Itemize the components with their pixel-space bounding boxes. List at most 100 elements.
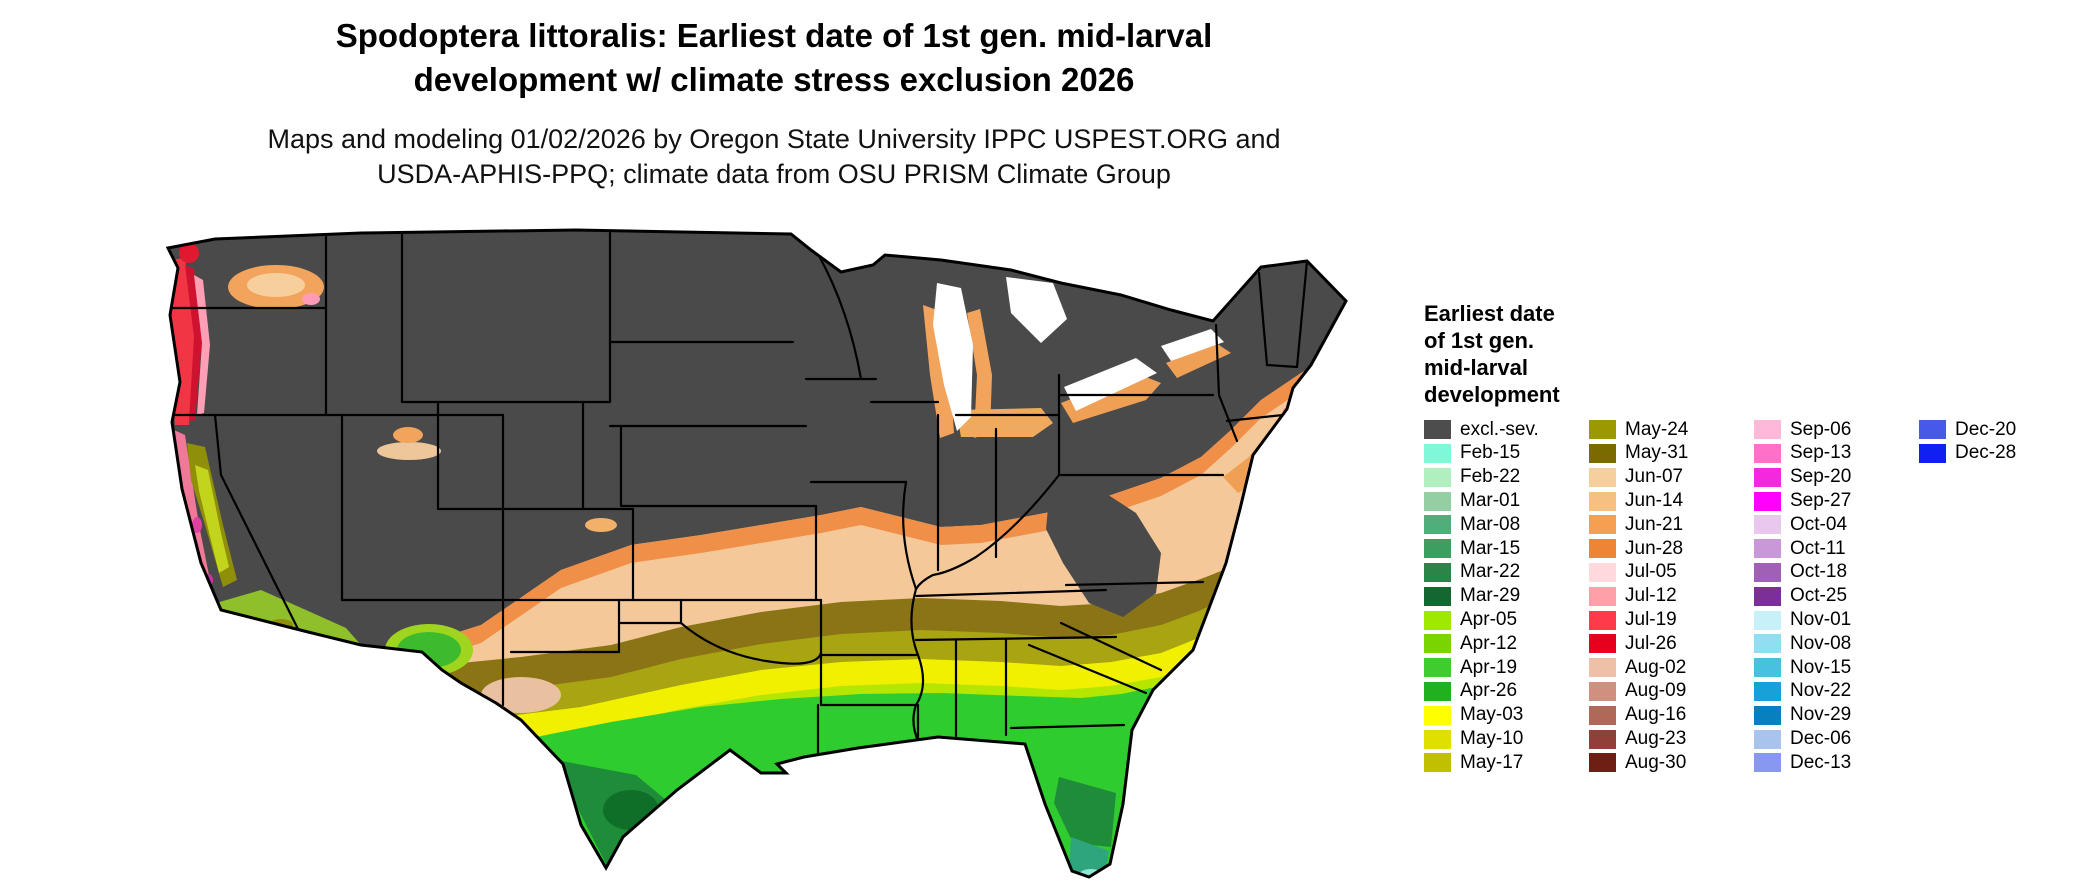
legend-entry: Sep-06: [1754, 419, 1919, 440]
state-borders: [168, 230, 1309, 763]
legend-label: Feb-15: [1460, 442, 1521, 464]
legend-swatch: [1589, 562, 1616, 582]
legend-entry: Mar-01: [1424, 490, 1589, 512]
legend-entry: excl.-sev.: [1424, 418, 1589, 440]
legend-swatch: [1589, 729, 1616, 749]
legend-swatch: [1424, 705, 1451, 725]
legend-swatch: [1754, 634, 1781, 654]
legend-swatch: [1754, 610, 1781, 630]
legend-entry: Feb-15: [1424, 442, 1589, 464]
legend-label: Oct-25: [1790, 585, 1848, 607]
legend-entry: Feb-22: [1424, 466, 1589, 488]
legend-entry: May-03: [1424, 704, 1589, 725]
legend-label: Dec-28: [1955, 442, 2017, 464]
legend-entry: Aug-16: [1589, 704, 1754, 725]
legend-swatch: [1754, 705, 1781, 725]
legend-entry: Aug-23: [1589, 728, 1754, 750]
legend-title: Earliest date of 1st gen. mid-larval dev…: [1424, 300, 2084, 408]
legend-swatch: [1754, 586, 1781, 606]
page-title-line2: development w/ climate stress exclusion …: [413, 61, 1135, 98]
legend-swatch: [1589, 539, 1616, 559]
legend-swatch: [1919, 443, 1946, 463]
legend-entry: Aug-30: [1589, 751, 1754, 773]
legend-entry: Jun-28: [1589, 537, 1754, 559]
legend-entry: Aug-02: [1589, 656, 1754, 678]
legend-swatch: [1754, 753, 1781, 773]
subtitle-line1: Maps and modeling 01/02/2026 by Oregon S…: [267, 124, 1281, 154]
legend-swatch: [1424, 658, 1451, 678]
legend-title-line: mid-larval: [1424, 355, 1528, 380]
legend-entry: Jul-12: [1589, 585, 1754, 607]
legend-swatch: [1589, 705, 1616, 725]
legend-label: excl.-sev.: [1460, 418, 1539, 440]
legend-label: Sep-13: [1790, 442, 1852, 464]
legend-label: Aug-02: [1625, 656, 1687, 678]
legend-swatch: [1589, 420, 1616, 440]
legend-swatch: [1424, 420, 1451, 440]
legend-entry: May-31: [1589, 442, 1754, 464]
legend-entry: Sep-20: [1754, 466, 1919, 488]
us-map-svg: [165, 228, 1348, 879]
legend-label: Jun-28: [1625, 537, 1684, 559]
legend-swatch: [1754, 515, 1781, 535]
legend-column-4: Dec-20 Dec-28: [1919, 418, 2084, 777]
legend-label: Nov-22: [1790, 680, 1852, 702]
legend-title-line: development: [1424, 382, 1560, 407]
legend-column-1: excl.-sev. Feb-15 Feb-22 Mar-01 Mar-08 Mar-15…: [1424, 418, 1589, 777]
legend-label: Mar-01: [1460, 490, 1521, 512]
legend-swatch: [1589, 658, 1616, 678]
legend-label: Sep-27: [1790, 490, 1852, 512]
legend-entry: Apr-05: [1424, 609, 1589, 630]
legend-swatch: [1754, 539, 1781, 559]
legend-swatch: [1424, 562, 1451, 582]
legend-label: Feb-22: [1460, 466, 1521, 488]
legend-swatch: [1754, 729, 1781, 749]
legend-entry: Jun-14: [1589, 490, 1754, 511]
legend-label: Jul-19: [1625, 609, 1677, 631]
legend-label: Nov-01: [1790, 609, 1852, 631]
legend-entry: Dec-28: [1919, 442, 2084, 464]
legend-swatch: [1589, 443, 1616, 463]
legend-label: Jul-12: [1625, 585, 1677, 607]
legend-swatch: [1589, 491, 1616, 511]
legend-entry: Mar-15: [1424, 538, 1589, 559]
legend-columns: excl.-sev. Feb-15 Feb-22 Mar-01 Mar-08 Mar-15…: [1424, 418, 2084, 777]
legend-swatch: [1589, 634, 1616, 654]
legend-title-line: Earliest date: [1424, 301, 1555, 326]
legend-entry: Apr-26: [1424, 680, 1589, 701]
legend-swatch: [1754, 681, 1781, 701]
legend-label: Apr-12: [1460, 632, 1518, 654]
legend-label: Dec-06: [1790, 728, 1852, 750]
legend-entry: Nov-15: [1754, 657, 1919, 678]
legend-label: May-31: [1625, 442, 1689, 464]
legend-label: Aug-30: [1625, 751, 1687, 773]
legend-label: Dec-20: [1955, 418, 2017, 440]
us-map: [161, 225, 1381, 885]
legend-entry: Nov-08: [1754, 633, 1919, 654]
legend-swatch: [1424, 443, 1451, 463]
legend-swatch: [1754, 443, 1781, 463]
legend-label: Mar-22: [1460, 561, 1521, 583]
map-fill-layer: [168, 230, 1346, 877]
legend-entry: Oct-25: [1754, 585, 1919, 607]
legend-swatch: [1424, 467, 1451, 487]
legend-swatch: [1424, 515, 1451, 535]
legend-swatch: [1589, 753, 1616, 773]
legend-swatch: [1589, 515, 1616, 535]
legend-entry: May-10: [1424, 728, 1589, 749]
legend-entry: Dec-06: [1754, 728, 1919, 750]
legend-swatch: [1589, 681, 1616, 701]
legend-swatch: [1424, 491, 1451, 511]
legend-entry: Oct-11: [1754, 538, 1919, 559]
legend-swatch: [1424, 729, 1451, 749]
legend-label: Mar-29: [1460, 585, 1521, 607]
legend-swatch: [1754, 420, 1781, 440]
header: Spodoptera littoralis: Earliest date of …: [0, 14, 1548, 192]
legend-label: Jun-21: [1625, 513, 1684, 535]
legend-label: Oct-18: [1790, 561, 1848, 583]
legend-label: Aug-23: [1625, 728, 1687, 750]
legend-entry: Apr-19: [1424, 657, 1589, 678]
legend-label: May-17: [1460, 751, 1524, 773]
legend-label: Sep-20: [1790, 466, 1852, 488]
legend-label: May-24: [1625, 418, 1689, 440]
